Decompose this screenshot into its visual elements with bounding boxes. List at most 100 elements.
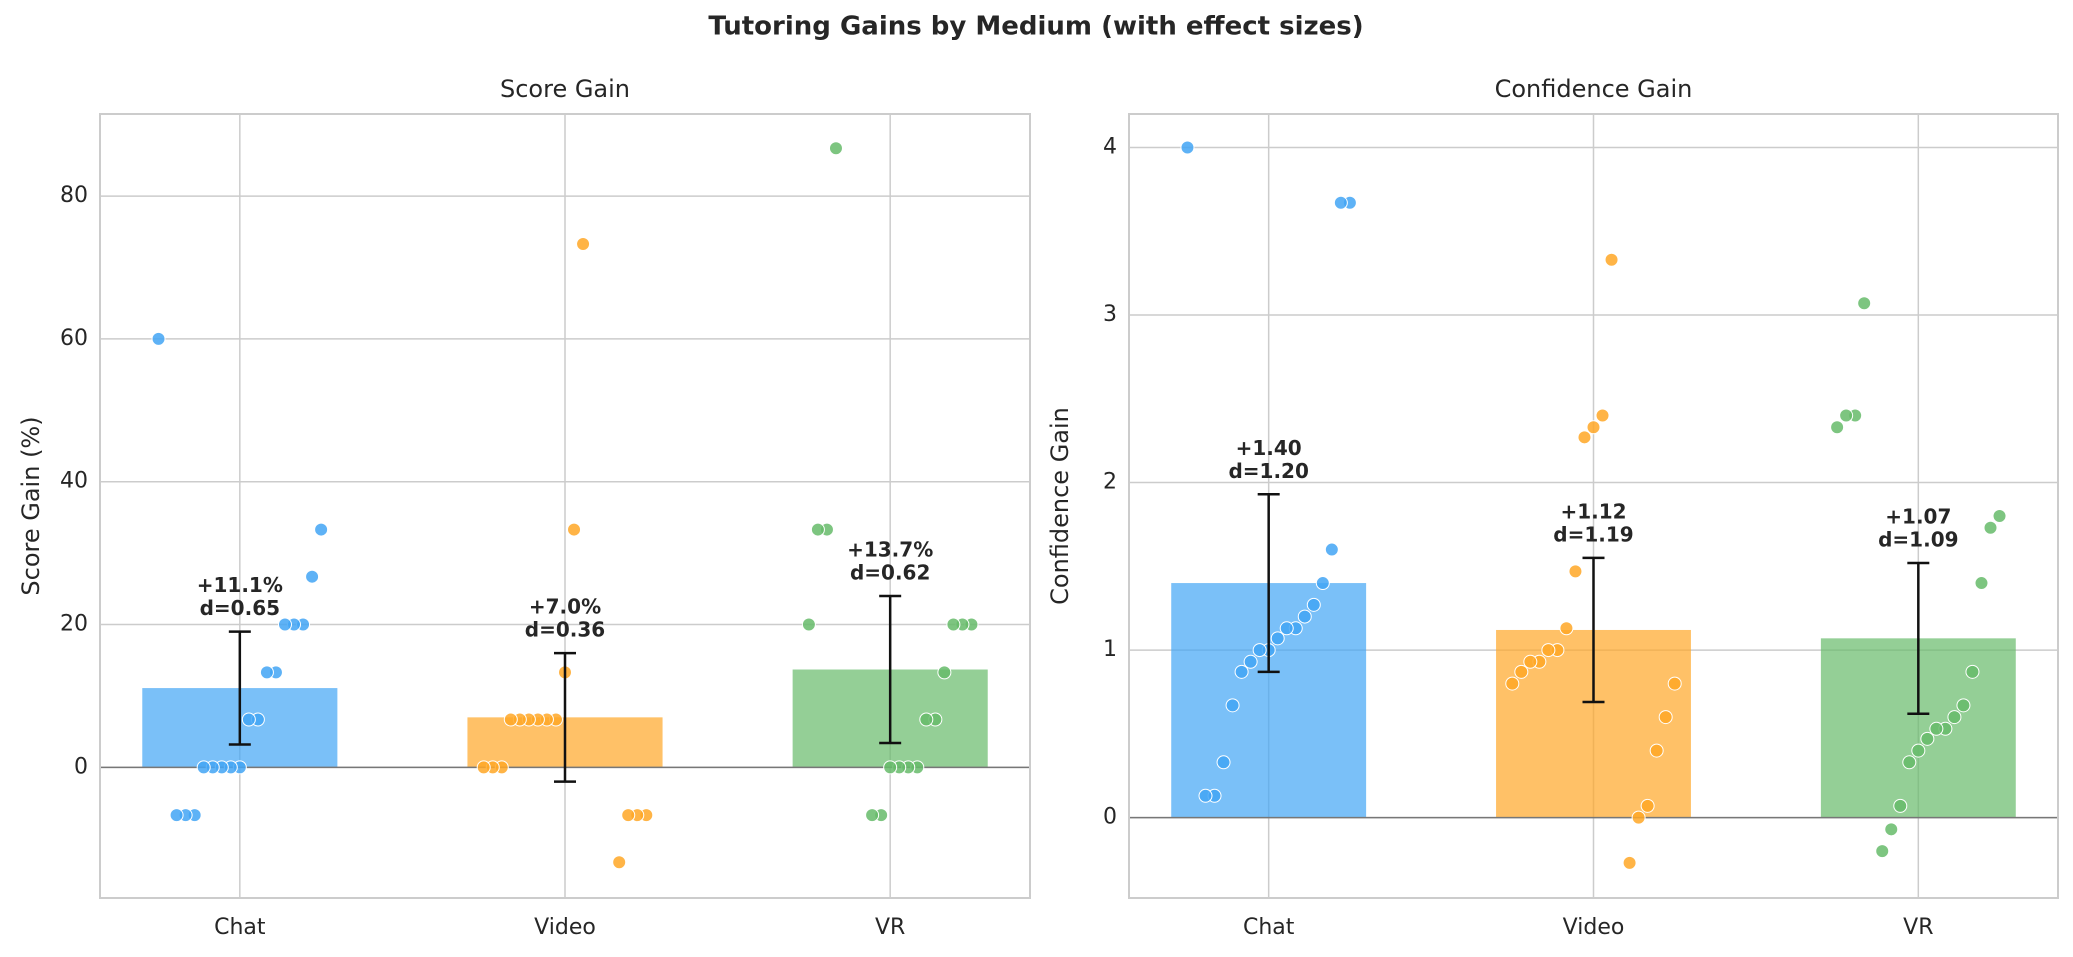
y-axis-label: Score Gain (%) xyxy=(17,416,45,595)
data-point xyxy=(1306,597,1321,612)
data-point xyxy=(1279,621,1294,636)
subplot: Confidence Gain Confidence Gain 0 1 2 3 4 Chat V… xyxy=(1046,75,2059,940)
data-point xyxy=(1577,430,1592,445)
axes-frame xyxy=(1128,113,2059,899)
effect-label: d=1.19 xyxy=(1553,522,1633,546)
effect-label: d=1.09 xyxy=(1878,527,1958,551)
data-point xyxy=(1640,798,1655,813)
subplot-title: Confidence Gain xyxy=(1495,75,1693,103)
y-tick-label: 0 xyxy=(74,754,88,779)
error-bar xyxy=(1907,561,1930,715)
data-point xyxy=(1857,296,1872,311)
data-point xyxy=(1992,509,2007,524)
axes-frame xyxy=(99,113,1031,899)
data-point xyxy=(828,141,843,156)
data-point xyxy=(1216,755,1231,770)
data-point xyxy=(1514,664,1529,679)
data-point xyxy=(1180,140,1195,155)
y-tick-label: 60 xyxy=(60,326,88,351)
subplot-title: Score Gain xyxy=(500,75,630,103)
subplot: Score Gain Score Gain (%) 0 20 40 60 80 Chat Vid… xyxy=(17,75,1031,940)
data-point xyxy=(1920,731,1935,746)
value-label: +1.12 xyxy=(1560,499,1626,523)
x-tick-label: Chat xyxy=(214,915,266,940)
y-axis-label: Confidence Gain xyxy=(1046,407,1074,605)
x-tick-label: Video xyxy=(534,915,596,940)
data-point xyxy=(1595,408,1610,423)
effect-label: d=0.62 xyxy=(850,560,930,584)
data-point xyxy=(305,569,320,584)
data-point xyxy=(946,617,961,632)
data-point xyxy=(1956,698,1971,713)
data-point xyxy=(196,760,211,775)
data-point xyxy=(621,808,636,823)
value-label: +11.1% xyxy=(197,573,283,597)
data-point xyxy=(1884,822,1899,837)
data-point xyxy=(1586,420,1601,435)
y-tick-label: 40 xyxy=(60,469,88,494)
data-point xyxy=(241,712,256,727)
data-point xyxy=(1568,564,1583,579)
data-point xyxy=(576,236,591,251)
x-tick-label: VR xyxy=(875,915,905,940)
data-point xyxy=(883,760,898,775)
error-bar xyxy=(879,594,902,745)
data-point xyxy=(503,712,518,727)
data-point xyxy=(1559,621,1574,636)
data-point xyxy=(810,522,825,537)
data-point xyxy=(1604,252,1619,267)
data-point xyxy=(1252,643,1267,658)
effect-label: d=1.20 xyxy=(1228,459,1308,483)
data-point xyxy=(919,712,934,727)
value-label: +13.7% xyxy=(847,537,933,561)
data-point xyxy=(1830,420,1845,435)
data-point xyxy=(1234,664,1249,679)
data-point xyxy=(1875,844,1890,859)
effect-label: d=0.36 xyxy=(525,618,605,642)
data-point xyxy=(1929,721,1944,736)
data-point xyxy=(1270,631,1285,646)
data-point xyxy=(937,665,952,680)
value-label: +1.40 xyxy=(1236,436,1302,460)
data-point xyxy=(1947,710,1962,725)
data-point xyxy=(277,617,292,632)
data-point xyxy=(1839,408,1854,423)
data-point xyxy=(476,760,491,775)
x-tick-label: VR xyxy=(1903,915,1933,940)
data-point xyxy=(1243,654,1258,669)
data-point xyxy=(314,522,329,537)
y-tick-label: 0 xyxy=(1103,805,1117,830)
data-point xyxy=(259,665,274,680)
data-point xyxy=(1631,810,1646,825)
x-tick-label: Chat xyxy=(1243,915,1295,940)
data-point xyxy=(1622,855,1637,870)
effect-label: d=0.65 xyxy=(200,596,280,620)
data-point xyxy=(612,855,627,870)
y-tick-label: 80 xyxy=(60,183,88,208)
y-tick-label: 20 xyxy=(60,612,88,637)
error-bar xyxy=(1257,493,1280,674)
data-point xyxy=(1523,654,1538,669)
data-point xyxy=(801,617,816,632)
error-bar xyxy=(554,651,576,783)
error-bar xyxy=(1582,556,1605,704)
data-point xyxy=(567,522,582,537)
data-point xyxy=(1297,609,1312,624)
data-point xyxy=(1911,743,1926,758)
figure-title: Tutoring Gains by Medium (with effect si… xyxy=(708,12,1363,42)
data-point xyxy=(865,808,880,823)
data-point xyxy=(1902,755,1917,770)
data-point xyxy=(1541,643,1556,658)
data-point xyxy=(1225,698,1240,713)
data-point xyxy=(1667,676,1682,691)
data-point xyxy=(1333,195,1348,210)
data-point xyxy=(1974,576,1989,591)
data-point xyxy=(1324,542,1339,557)
data-point xyxy=(1649,743,1664,758)
data-point xyxy=(1658,710,1673,725)
data-point xyxy=(151,331,166,346)
data-point xyxy=(1198,788,1213,803)
y-tick-label: 4 xyxy=(1103,135,1117,160)
error-bar xyxy=(228,630,251,746)
data-point xyxy=(1315,576,1330,591)
